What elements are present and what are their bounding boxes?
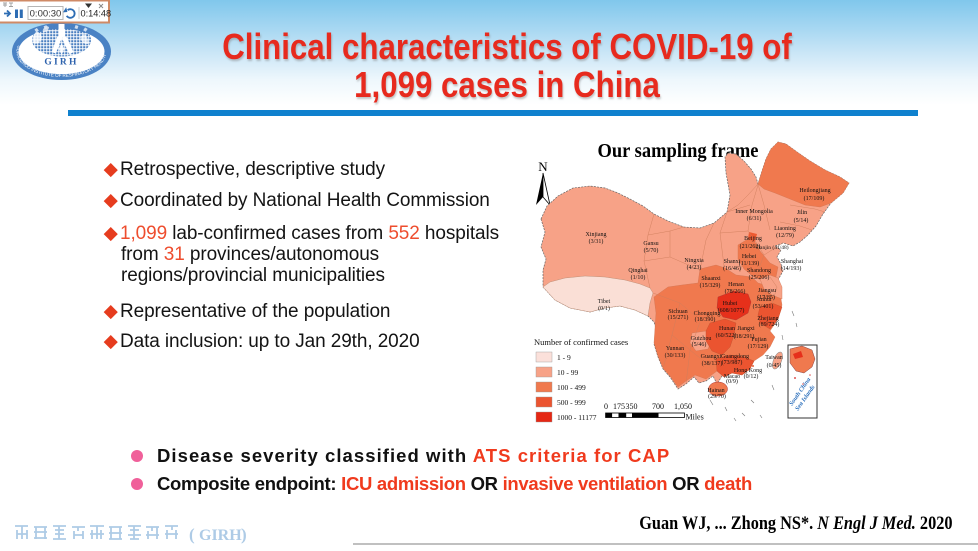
svg-text:Fujian: Fujian — [751, 337, 766, 343]
svg-text:Shanxi: Shanxi — [724, 259, 741, 265]
svg-text:(0/12): (0/12) — [744, 373, 759, 380]
svg-text:Tibet: Tibet — [598, 299, 611, 305]
svg-text:Taiwan: Taiwan — [765, 355, 783, 361]
svg-text:(17/109): (17/109) — [804, 195, 825, 202]
svg-text:Hebei: Hebei — [742, 254, 757, 260]
svg-text:(29/70): (29/70) — [708, 393, 726, 400]
svg-text:Shaanxi: Shaanxi — [701, 276, 721, 282]
svg-text:175: 175 — [613, 402, 625, 411]
svg-text:(30/133): (30/133) — [665, 352, 686, 359]
svg-text:Inner Mongolia: Inner Mongolia — [735, 209, 773, 215]
svg-text:Jiangxi: Jiangxi — [737, 326, 755, 332]
svg-text:(38/137): (38/137) — [702, 360, 723, 367]
svg-text:100 - 499: 100 - 499 — [557, 383, 586, 392]
svg-text:Shandong: Shandong — [747, 268, 771, 274]
svg-text:(5/70): (5/70) — [644, 247, 659, 254]
svg-text:N: N — [538, 159, 548, 174]
svg-text:): ) — [241, 525, 247, 544]
svg-text:(16/46): (16/46) — [723, 265, 741, 272]
svg-text:(4/23): (4/23) — [687, 264, 702, 271]
svg-text:Jiangsu: Jiangsu — [758, 288, 776, 294]
svg-text:0:00:30: 0:00:30 — [30, 9, 62, 20]
svg-text:(14/193): (14/193) — [781, 265, 802, 272]
svg-text:(608/1077): (608/1077) — [718, 307, 745, 314]
svg-text:Jilin: Jilin — [797, 210, 807, 216]
svg-text:0:14:48: 0:14:48 — [81, 8, 112, 18]
svg-text:1 - 9: 1 - 9 — [557, 353, 571, 362]
svg-text:Beijing: Beijing — [744, 236, 762, 242]
svg-text:Macao: Macao — [724, 374, 740, 380]
svg-text:Xinjiang: Xinjiang — [586, 232, 607, 238]
svg-text:Our sampling frame: Our sampling frame — [598, 140, 759, 162]
svg-text:Chongqing: Chongqing — [694, 311, 721, 317]
svg-text:Hainan: Hainan — [707, 388, 724, 394]
svg-text:(12/79): (12/79) — [776, 232, 794, 239]
svg-text:Guizhou: Guizhou — [691, 336, 712, 342]
svg-text:(18/390): (18/390) — [695, 316, 716, 323]
svg-text:Sichuan: Sichuan — [668, 309, 687, 315]
svg-text:1,050: 1,050 — [674, 402, 692, 411]
svg-text:Guangdong: Guangdong — [721, 354, 749, 360]
svg-text:(5/14): (5/14) — [794, 217, 809, 224]
svg-text:350: 350 — [626, 402, 638, 411]
svg-text:(60/522): (60/522) — [716, 332, 737, 339]
svg-text:(25/206): (25/206) — [749, 274, 770, 281]
svg-text:(0/9): (0/9) — [726, 378, 738, 385]
svg-text:(89/724): (89/724) — [759, 321, 780, 328]
svg-text:(17/129): (17/129) — [748, 343, 769, 350]
svg-text:(3/31): (3/31) — [589, 238, 604, 245]
svg-text:(73/987): (73/987) — [722, 359, 743, 366]
svg-text:Henan: Henan — [728, 282, 744, 288]
svg-text:GIRH: GIRH — [199, 527, 242, 544]
svg-text:(21/262): (21/262) — [740, 243, 761, 250]
svg-text:(17/85): (17/85) — [757, 294, 775, 301]
svg-text:Gansu: Gansu — [643, 241, 658, 247]
svg-text:Guangxi: Guangxi — [701, 354, 722, 360]
svg-text:(0/45): (0/45) — [767, 362, 782, 369]
svg-text:(18/291): (18/291) — [734, 333, 755, 340]
svg-text:Heilongjiang: Heilongjiang — [799, 188, 830, 194]
svg-text:500 - 999: 500 - 999 — [557, 398, 586, 407]
svg-text:Anhui: Anhui — [757, 297, 772, 303]
svg-text:(0/1): (0/1) — [598, 305, 610, 312]
svg-text:(1/10): (1/10) — [631, 274, 646, 281]
svg-text:Hong Kong: Hong Kong — [734, 368, 762, 374]
svg-text:Hunan: Hunan — [719, 326, 735, 332]
svg-text:Yunnan: Yunnan — [666, 346, 684, 352]
svg-text:Liaoning: Liaoning — [774, 226, 796, 232]
svg-text:(11/139): (11/139) — [739, 260, 759, 267]
svg-text:Tianjin (41/48): Tianjin (41/48) — [755, 244, 788, 251]
svg-text:GIRH: GIRH — [44, 58, 78, 68]
svg-text:Ningxia: Ningxia — [684, 258, 704, 264]
svg-text:1000 - 11177: 1000 - 11177 — [557, 413, 597, 422]
svg-text:(15/271): (15/271) — [668, 314, 689, 321]
svg-text:700: 700 — [652, 402, 664, 411]
svg-text:(6/31): (6/31) — [747, 215, 762, 222]
svg-text:Number of confirmed cases: Number of confirmed cases — [534, 337, 628, 347]
svg-text:10 - 99: 10 - 99 — [557, 368, 578, 377]
svg-text:Hubei: Hubei — [723, 301, 738, 307]
svg-text:Qinghai: Qinghai — [628, 268, 648, 274]
svg-text:Miles: Miles — [686, 413, 704, 422]
svg-text:(: ( — [189, 525, 195, 544]
svg-text:(78/266): (78/266) — [725, 288, 746, 295]
svg-text:(5/46): (5/46) — [692, 341, 707, 348]
svg-text:0: 0 — [604, 402, 608, 411]
svg-text:(15/329): (15/329) — [700, 282, 721, 289]
svg-text:(53/401): (53/401) — [753, 303, 774, 310]
svg-text:Zhejiang: Zhejiang — [757, 316, 778, 322]
svg-text:Shanghai: Shanghai — [781, 259, 804, 265]
